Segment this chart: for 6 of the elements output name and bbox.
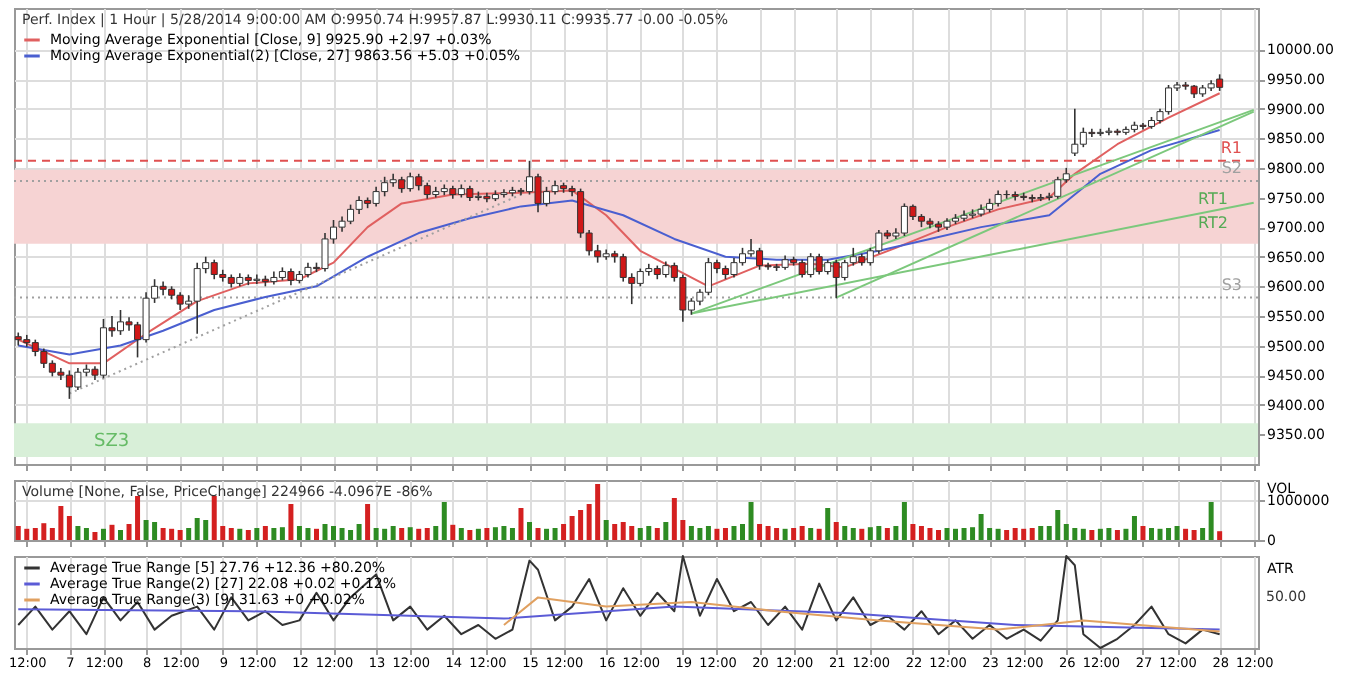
ref-line-label: S3 [1221, 275, 1242, 294]
annotation: RT1 [1198, 189, 1228, 208]
ref-line-label: R1 [1220, 138, 1242, 157]
annotation: RT2 [1198, 213, 1228, 232]
band-label: SZ3 [94, 432, 130, 453]
ref-line-label: S2 [1221, 158, 1242, 177]
